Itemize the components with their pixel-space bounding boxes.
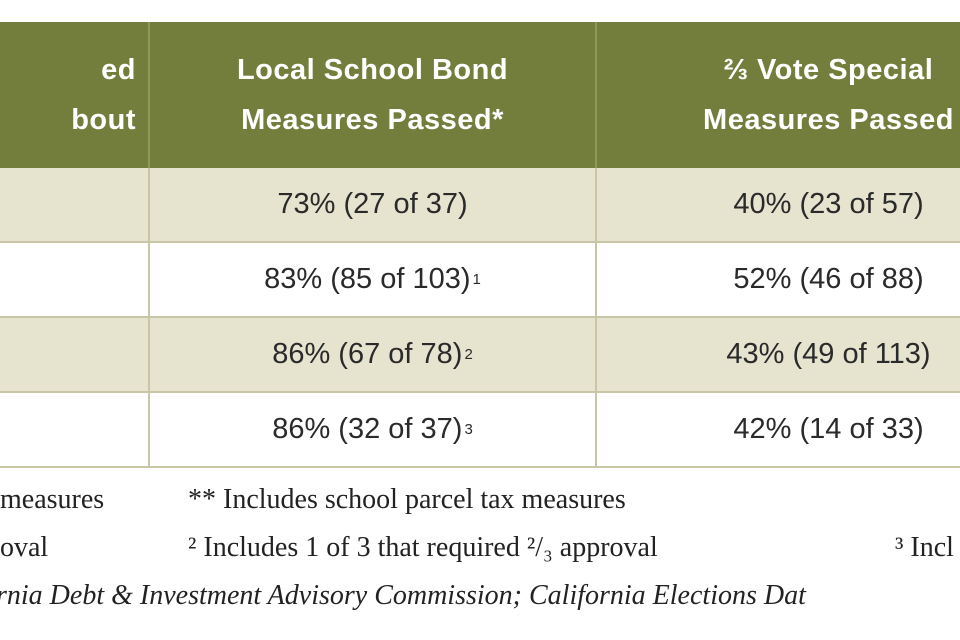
table-cell <box>0 393 148 466</box>
header-text: Measures Passed <box>703 104 954 136</box>
header-text: bout <box>71 104 136 136</box>
cell-text: 42% (14 of 33) <box>733 413 924 445</box>
header-cell: Local School Bond Measures Passed* <box>148 22 597 168</box>
table-cell <box>0 243 148 316</box>
footnote-ref: 3 <box>464 421 473 438</box>
cell-text: 73% (27 of 37) <box>277 188 468 220</box>
source: rnia Debt & Investment Advisory Commissi… <box>0 580 806 611</box>
table: ed bout Local School Bond Measures Passed*… <box>0 22 960 468</box>
table-cell <box>0 318 148 391</box>
cell-text: 52% (46 of 88) <box>733 263 924 295</box>
table-cell: 43% (49 of 113) <box>597 318 960 391</box>
footnote: ³ Incl <box>895 532 954 563</box>
table-cell: 86% (32 of 37) 3 <box>148 393 597 466</box>
header-cell: ⅔ Vote Special Measures Passed <box>597 22 960 168</box>
footnote: ² Includes 1 of 3 that required ²/₃ appr… <box>188 532 658 563</box>
table-cell: 73% (27 of 37) <box>148 168 597 241</box>
table-cell: 40% (23 of 57) <box>597 168 960 241</box>
cell-text: 86% (67 of 78) <box>272 338 463 370</box>
footnote: measures <box>0 484 105 515</box>
table-row: 86% (32 of 37) 3 42% (14 of 33) <box>0 393 960 468</box>
header-text: Local School Bond <box>236 54 509 86</box>
cell-text: 43% (49 of 113) <box>726 338 931 370</box>
header-row: ed bout Local School Bond Measures Passed*… <box>0 22 960 168</box>
header-cell: ed bout <box>0 22 148 168</box>
footnote: oval <box>0 532 49 563</box>
table-cell: 52% (46 of 88) <box>597 243 960 316</box>
footnote: ** Includes school parcel tax measures <box>188 484 626 515</box>
header-text: Measures Passed* <box>241 104 504 136</box>
header-text: ⅔ Vote Special <box>723 54 934 86</box>
table-row: 83% (85 of 103) 1 52% (46 of 88) <box>0 243 960 318</box>
table-row: 86% (67 of 78) 2 43% (49 of 113) <box>0 318 960 393</box>
cell-text: 86% (32 of 37) <box>272 413 463 445</box>
header-text: ed <box>101 54 136 86</box>
cell-text: 40% (23 of 57) <box>733 188 924 220</box>
table-cell: 83% (85 of 103) 1 <box>148 243 597 316</box>
table-row: 73% (27 of 37) 40% (23 of 57) <box>0 168 960 243</box>
table-cell: 42% (14 of 33) <box>597 393 960 466</box>
footnote-ref: 2 <box>464 346 473 363</box>
footnote-ref: 1 <box>472 271 481 288</box>
table-cell: 86% (67 of 78) 2 <box>148 318 597 391</box>
table-cell <box>0 168 148 241</box>
cell-text: 83% (85 of 103) <box>264 263 471 295</box>
